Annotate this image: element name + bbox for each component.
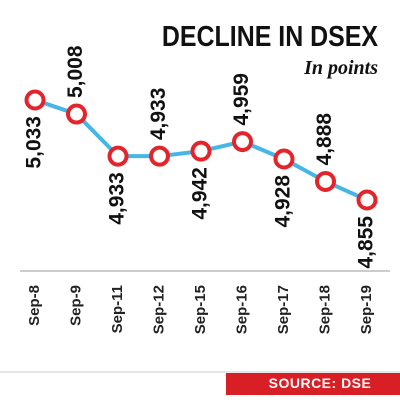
marker: [273, 148, 295, 170]
x-tick-label: Sep-9: [67, 285, 84, 326]
x-tick-label: Sep-16: [233, 285, 250, 334]
value-label: 5,008: [64, 45, 87, 98]
x-tick-label: Sep-19: [358, 285, 375, 334]
marker: [66, 103, 87, 125]
x-tick-label: Sep-8: [26, 285, 43, 326]
x-tick-label: Sep-11: [109, 285, 126, 333]
value-label: 5,033: [23, 116, 46, 169]
marker: [356, 189, 378, 211]
chart-title: DECLINE IN DSEX: [162, 20, 378, 52]
x-tick-label: Sep-15: [192, 285, 209, 334]
value-label: 4,933: [147, 88, 170, 141]
marker: [315, 170, 336, 192]
marker: [24, 89, 46, 111]
x-tick-label: Sep-17: [275, 285, 292, 334]
source: SOURCE: DSE: [269, 375, 372, 391]
chart-subtitle: In points: [303, 57, 378, 79]
marker: [232, 131, 253, 153]
source-box: [226, 373, 400, 395]
plot: 5,033 Sep-8 5,008 Sep-9 4,933 Sep-11 4,933 Sep-…: [23, 45, 378, 334]
marker: [190, 140, 212, 162]
marker: [149, 145, 170, 167]
value-label: 4,928: [272, 175, 295, 228]
marker: [107, 145, 129, 167]
value-label: 4,942: [189, 167, 212, 220]
x-tick-label: Sep-18: [316, 285, 333, 334]
x-tick-label: Sep-12: [150, 285, 167, 334]
value-label: 4,959: [230, 73, 253, 126]
value-label: 4,855: [355, 216, 378, 269]
value-label: 4,888: [313, 113, 336, 166]
value-label: 4,933: [106, 172, 129, 225]
